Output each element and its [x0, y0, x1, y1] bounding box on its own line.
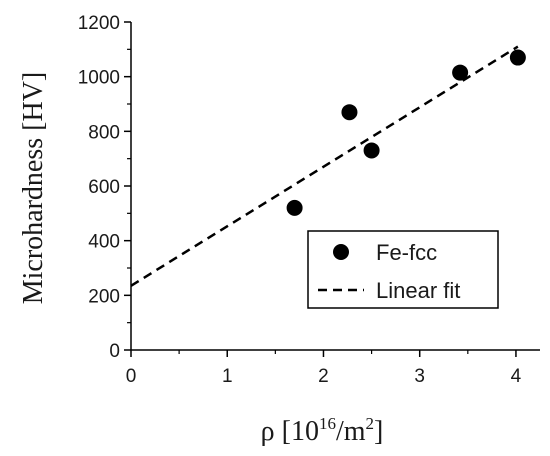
legend-marker-fe-fcc	[333, 244, 349, 260]
data-point	[286, 199, 303, 216]
y-tick-label: 0	[109, 341, 120, 362]
y-ticks: 0 200 400 600 800 1000 1200	[78, 13, 131, 362]
data-point	[452, 64, 469, 81]
data-point	[341, 104, 358, 121]
x-ticks: 0 1 2 3 4	[126, 350, 522, 387]
x-tick-label: 1	[222, 366, 233, 387]
x-axis-title-exp2: 2	[366, 414, 375, 433]
series	[130, 45, 526, 287]
x-axis-title-end: ]	[374, 416, 383, 447]
legend: Fe-fcc Linear fit	[307, 230, 499, 309]
x-tick-label: 2	[318, 366, 329, 387]
legend-box	[307, 230, 499, 309]
legend-label-fe-fcc: Fe-fcc	[376, 240, 437, 265]
legend-label-linear-fit: Linear fit	[376, 278, 460, 303]
x-tick-label: 0	[126, 366, 137, 387]
x-axis-title-base: ρ [10	[261, 416, 319, 447]
linear-fit-line	[130, 45, 519, 287]
y-tick-label: 600	[88, 177, 120, 198]
y-tick-label: 1000	[78, 68, 120, 89]
x-tick-label: 4	[511, 366, 522, 387]
y-tick-label: 400	[88, 232, 120, 253]
y-tick-label: 800	[88, 122, 120, 143]
data-point	[509, 49, 526, 66]
y-tick-label: 1200	[78, 13, 120, 34]
y-tick-label: 200	[88, 286, 120, 307]
y-axis-title: Microhardness [HV]	[18, 72, 49, 305]
data-point	[363, 142, 380, 159]
x-axis-title: ρ [1016/m2]	[261, 414, 384, 447]
x-tick-label: 3	[414, 366, 425, 387]
x-axis-title-exp: 16	[319, 414, 336, 433]
x-axis-title-mid: /m	[336, 416, 366, 447]
